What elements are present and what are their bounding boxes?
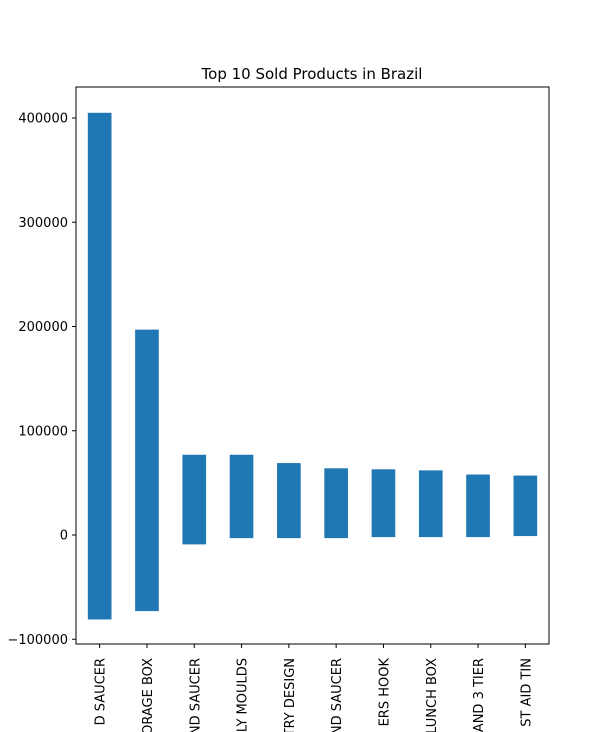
x-tick-label: TRY DESIGN [283, 658, 298, 732]
bar-7 [371, 469, 396, 538]
bar-9 [466, 474, 490, 538]
x-tick-label: LUNCH BOX [425, 658, 440, 732]
y-tick-label: 0 [60, 529, 68, 544]
bar-4 [229, 454, 254, 539]
y-tick-label: 200000 [18, 320, 68, 335]
y-tick-label: −100000 [7, 633, 68, 648]
y-tick-label: 100000 [18, 424, 68, 439]
plot-frame [75, 86, 550, 645]
x-axis: D SAUCER ORAGE BOX ND SAUCER LY MOULDS TRY D… [94, 644, 534, 732]
bar-6 [324, 468, 348, 539]
bar-3 [182, 454, 207, 545]
bar-10 [513, 475, 538, 537]
x-tick-label: ST AID TIN [519, 658, 534, 727]
x-tick-label: AND 3 TIER [472, 658, 487, 732]
bar-5 [277, 463, 301, 539]
bar-8 [418, 470, 443, 538]
y-tick-label: 400000 [18, 112, 68, 127]
bars-group [87, 112, 538, 620]
x-tick-label: ND SAUCER [330, 658, 345, 732]
x-tick-label: ERS HOOK [377, 658, 392, 727]
bar-2 [135, 329, 159, 612]
y-axis: −100000 0 100000 200000 300000 400000 [7, 112, 76, 648]
chart-title: Top 10 Sold Products in Brazil [201, 65, 423, 83]
x-tick-label: ORAGE BOX [141, 658, 156, 732]
x-tick-label: ND SAUCER [188, 658, 203, 732]
x-tick-label: LY MOULDS [236, 658, 251, 732]
bar-1 [87, 112, 112, 620]
x-tick-label: D SAUCER [94, 658, 109, 725]
y-tick-label: 300000 [18, 216, 68, 231]
